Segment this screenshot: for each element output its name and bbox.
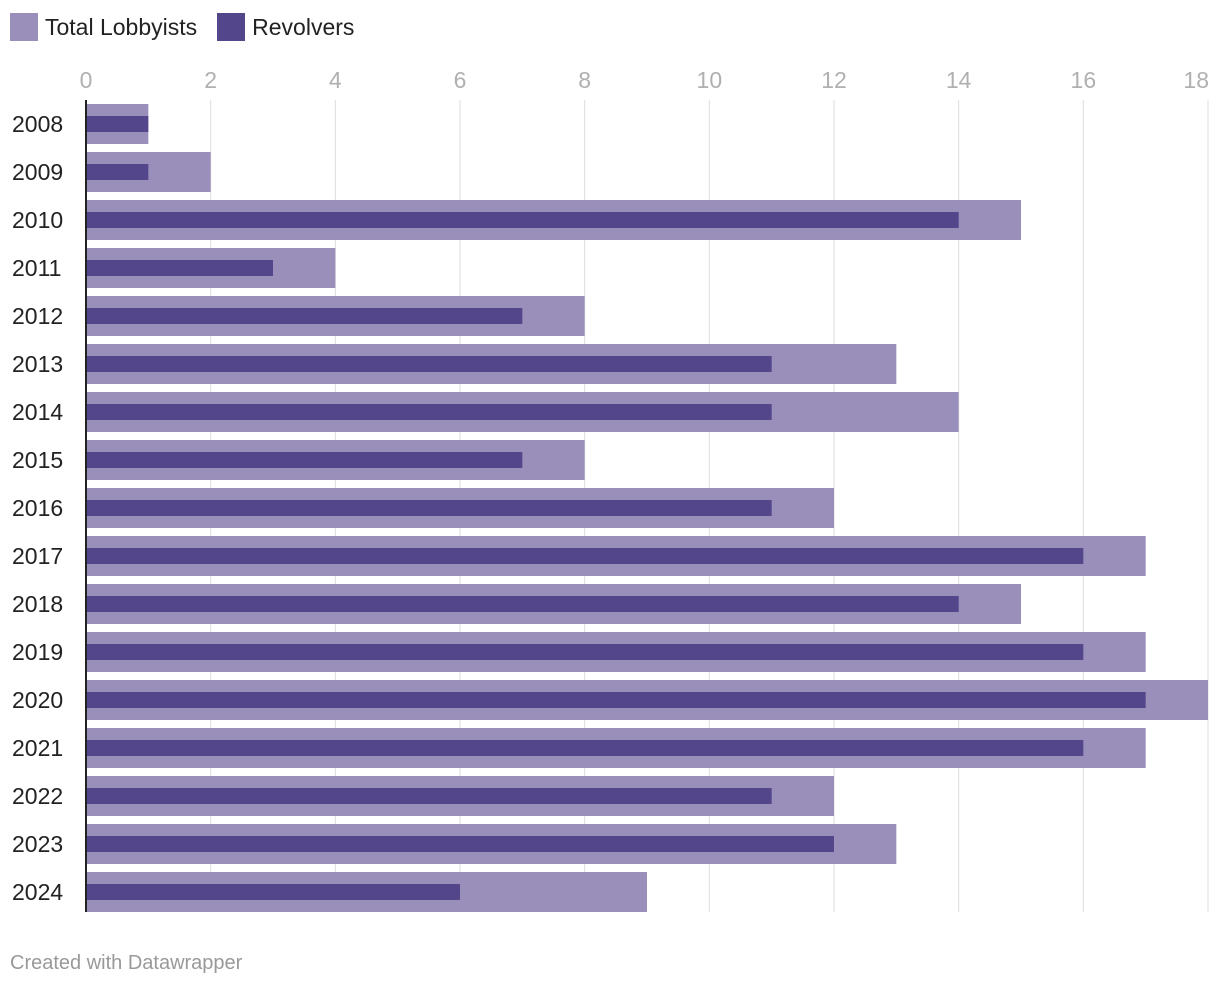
bar-revolvers-2010 <box>86 212 959 228</box>
category-label-2008: 2008 <box>12 111 63 137</box>
bar-revolvers-2013 <box>86 356 772 372</box>
category-label-2022: 2022 <box>12 783 63 809</box>
bar-revolvers-2018 <box>86 596 959 612</box>
category-label-2011: 2011 <box>12 255 61 281</box>
legend: Total Lobbyists Revolvers <box>10 12 374 42</box>
x-tick-label-2: 2 <box>204 67 217 93</box>
category-label-2015: 2015 <box>12 447 63 473</box>
category-label-2010: 2010 <box>12 207 63 233</box>
category-label-2014: 2014 <box>12 399 63 425</box>
legend-item-revolvers: Revolvers <box>217 13 354 41</box>
category-label-2016: 2016 <box>12 495 63 521</box>
category-label-2020: 2020 <box>12 687 63 713</box>
bar-revolvers-2017 <box>86 548 1084 564</box>
x-tick-label-8: 8 <box>578 67 591 93</box>
category-label-2023: 2023 <box>12 831 63 857</box>
x-tick-label-18: 18 <box>1183 67 1209 93</box>
bar-revolvers-2014 <box>86 404 772 420</box>
bar-chart: 0 2 4 6 8 10 12 14 16 18 2008 2009 2010 2011 2012 2013 2… <box>12 67 1209 912</box>
x-tick-label-16: 16 <box>1071 67 1097 93</box>
bar-revolvers-2008 <box>86 116 149 132</box>
bar-revolvers-2011 <box>86 260 273 276</box>
category-label-2013: 2013 <box>12 351 63 377</box>
bar-revolvers-2021 <box>86 740 1084 756</box>
bar-revolvers-2012 <box>86 308 523 324</box>
legend-swatch-total-lobbyists <box>10 13 38 41</box>
x-tick-label-10: 10 <box>697 67 723 93</box>
legend-swatch-revolvers <box>217 13 246 41</box>
footer-credit: Created with Datawrapper <box>10 952 243 974</box>
category-label-2021: 2021 <box>12 735 63 761</box>
category-label-2012: 2012 <box>12 303 63 329</box>
bar-revolvers-2020 <box>86 692 1146 708</box>
x-tick-label-6: 6 <box>454 67 467 93</box>
bar-revolvers-2016 <box>86 500 772 516</box>
bar-revolvers-2009 <box>86 164 149 180</box>
x-tick-label-4: 4 <box>329 67 342 93</box>
legend-label-revolvers: Revolvers <box>252 13 355 40</box>
bar-revolvers-2023 <box>86 836 834 852</box>
category-label-2024: 2024 <box>12 879 63 905</box>
x-tick-label-0: 0 <box>80 67 93 93</box>
bar-revolvers-2019 <box>86 644 1084 660</box>
bar-revolvers-2024 <box>86 884 460 900</box>
category-label-2009: 2009 <box>12 159 63 185</box>
category-label-2019: 2019 <box>12 639 63 665</box>
legend-label-total-lobbyists: Total Lobbyists <box>45 13 198 40</box>
category-label-2018: 2018 <box>12 591 63 617</box>
bar-revolvers-2022 <box>86 788 772 804</box>
legend-item-total-lobbyists: Total Lobbyists <box>10 13 197 41</box>
category-label-2017: 2017 <box>12 543 63 569</box>
bar-revolvers-2015 <box>86 452 523 468</box>
x-tick-label-14: 14 <box>946 67 972 93</box>
x-tick-label-12: 12 <box>821 67 847 93</box>
